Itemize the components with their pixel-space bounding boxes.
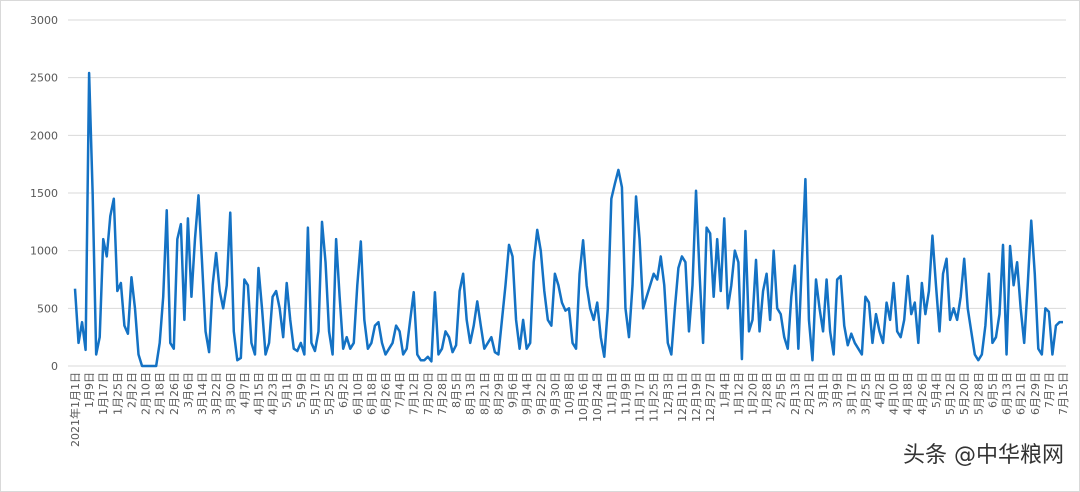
x-tick-label: 3月1日 [817,372,830,408]
x-tick-label: 5月20日 [958,372,971,415]
data-line [73,71,1063,368]
x-tick-label: 11月25日 [648,372,661,422]
x-tick-label: 7月12日 [408,372,421,415]
x-tick-label: 6月29日 [1029,372,1042,415]
x-tick-label: 11月9日 [619,372,632,415]
x-tick-label: 8月13日 [464,372,477,415]
x-tick-label: 8月29日 [492,372,505,415]
x-tick-label: 8月5日 [450,372,463,408]
x-tick-label: 2021年1月1日 [68,372,82,447]
x-tick-label: 5月28日 [972,372,985,415]
x-tick-label: 3月17日 [845,372,858,415]
x-tick-label: 2月21日 [803,372,816,415]
x-tick-label: 2月2日 [125,372,138,408]
x-tick-label: 5月17日 [309,372,322,415]
x-tick-label: 2月26日 [168,372,181,415]
x-tick-label: 7月4日 [394,372,407,408]
x-tick-label: 6月5日 [986,372,999,408]
y-tick-label: 1000 [30,245,58,258]
x-tick-label: 1月12日 [732,372,745,415]
x-tick-label: 7月28日 [436,372,449,415]
y-tick-label: 1500 [30,187,58,200]
x-tick-label: 8月21日 [478,372,491,415]
x-tick-label: 12月27日 [704,372,717,422]
x-tick-label: 12月19日 [690,372,703,422]
x-tick-label: 7月15日 [1057,372,1070,415]
x-tick-label: 1月17日 [97,372,110,415]
x-tick-label: 6月21日 [1015,372,1028,415]
x-tick-label: 10月8日 [563,372,576,415]
x-tick-label: 5月12日 [944,372,957,415]
y-tick-label: 0 [51,360,58,373]
x-tick-label: 4月10日 [888,372,901,415]
y-tick-label: 2000 [30,129,58,142]
x-tick-label: 4月2日 [874,372,887,408]
x-tick-label: 9月30日 [549,372,562,415]
x-tick-label: 6月10日 [351,372,364,415]
x-tick-label: 6月2日 [337,372,350,408]
x-tick-label: 6月18日 [365,372,378,415]
x-tick-label: 9月14日 [521,372,534,415]
x-tick-label: 3月22日 [210,372,223,415]
x-tick-label: 4月15日 [252,372,265,415]
x-tick-label: 4月26日 [916,372,929,415]
x-tick-label: 10月24日 [591,372,604,422]
x-tick-label: 5月25日 [323,372,336,415]
x-tick-label: 1月20日 [746,372,759,415]
x-tick-label: 3月9日 [831,372,844,408]
x-tick-label: 1月9日 [83,372,96,408]
x-tick-label: 11月17日 [634,372,647,422]
x-tick-label: 3月14日 [196,372,209,415]
watermark: 头条 @中华粮网 [903,443,1064,468]
x-tick-label: 11月1日 [605,372,618,415]
x-tick-label: 4月23日 [267,372,280,415]
x-tick-label: 3月25日 [859,372,872,415]
x-tick-label: 5月9日 [295,372,308,408]
x-tick-label: 4月18日 [902,372,915,415]
x-tick-label: 7月7日 [1043,372,1056,408]
x-tick-label: 2月13日 [789,372,802,415]
x-tick-label: 5月4日 [930,372,943,408]
x-tick-label: 5月1日 [281,372,294,408]
x-tick-label: 10月16日 [577,372,590,422]
x-tick-label: 1月4日 [718,372,731,408]
x-tick-label: 12月3日 [662,372,675,415]
x-tick-label: 1月28日 [761,372,774,415]
x-tick-label: 1月25日 [111,372,124,415]
x-tick-label: 6月26日 [380,372,393,415]
x-tick-label: 12月11日 [676,372,689,422]
x-tick-label: 4月7日 [238,372,251,408]
x-tick-label: 9月22日 [535,372,548,415]
x-tick-label: 6月13日 [1001,372,1014,415]
y-tick-label: 2500 [30,72,58,85]
y-tick-label: 3000 [30,14,58,27]
x-tick-label: 3月30日 [224,372,237,415]
x-tick-label: 3月6日 [182,372,195,408]
x-tick-label: 2月5日 [775,372,788,408]
x-tick-label: 2月10日 [140,372,153,415]
x-tick-label: 2月18日 [154,372,167,415]
x-tick-label: 9月6日 [507,372,520,408]
x-tick-label: 7月20日 [422,372,435,415]
y-tick-label: 500 [37,302,58,315]
